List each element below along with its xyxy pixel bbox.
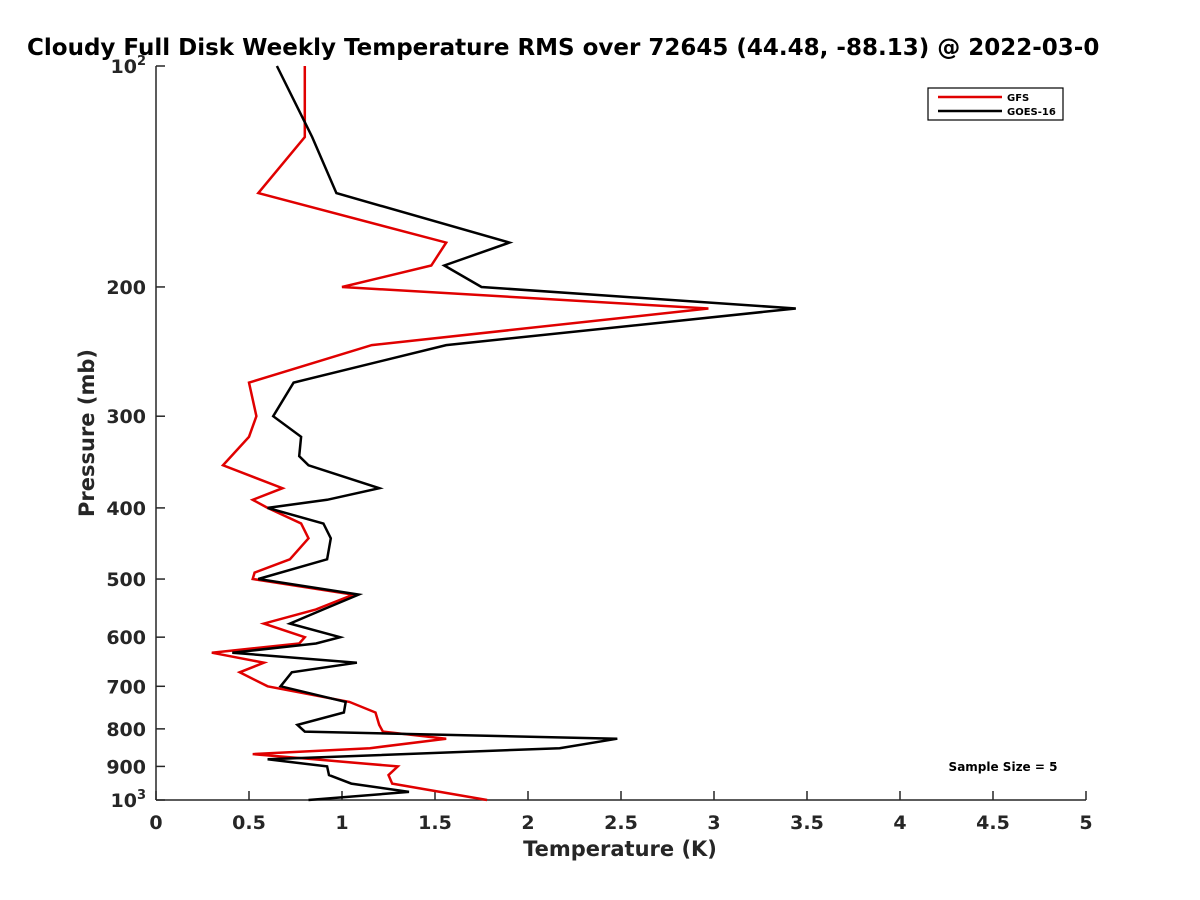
x-tick-label: 0.5	[232, 812, 266, 834]
series-line-gfs	[211, 66, 709, 802]
x-tick-label: 1	[335, 812, 348, 834]
x-tick-label: 2.5	[604, 812, 638, 834]
series-line-goes-16	[232, 65, 796, 802]
y-tick-label: 900	[106, 756, 146, 778]
sample-size-annotation: Sample Size = 5	[949, 760, 1058, 774]
x-tick-label: 5	[1079, 812, 1092, 834]
legend-entry: GFS	[1007, 93, 1029, 104]
y-tick-label: 200	[106, 277, 146, 299]
y-tick-label: 500	[106, 569, 146, 591]
x-tick-label: 4	[893, 812, 906, 834]
y-tick-label: 700	[106, 676, 146, 698]
y-tick-label: 800	[106, 719, 146, 741]
y-axis-label: Pressure (mb)	[75, 349, 99, 517]
axes: 0 0.5 1 1.5 2 2.5 3 3.5 4 4.5 5 102 200 300 400 500 600 7…	[106, 54, 1092, 834]
y-tick-label: 600	[106, 627, 146, 649]
x-tick-label: 3	[707, 812, 720, 834]
x-tick-label: 4.5	[976, 812, 1010, 834]
x-axis-label: Temperature (K)	[523, 837, 717, 861]
legend: GFS GOES-16	[927, 87, 1064, 121]
legend-box	[927, 87, 1064, 121]
y-tick-label: 102	[111, 54, 147, 78]
y-tick-label: 300	[106, 406, 146, 428]
legend-entry: GOES-16	[1007, 107, 1056, 118]
y-tick-label: 400	[106, 498, 146, 520]
x-tick-label: 1.5	[418, 812, 452, 834]
x-tick-label: 3.5	[790, 812, 824, 834]
x-tick-label: 2	[521, 812, 534, 834]
chart-title: Cloudy Full Disk Weekly Temperature RMS …	[27, 35, 1099, 61]
y-tick-label: 103	[111, 788, 147, 812]
series-lines	[211, 65, 796, 802]
x-tick-label: 0	[149, 812, 162, 834]
